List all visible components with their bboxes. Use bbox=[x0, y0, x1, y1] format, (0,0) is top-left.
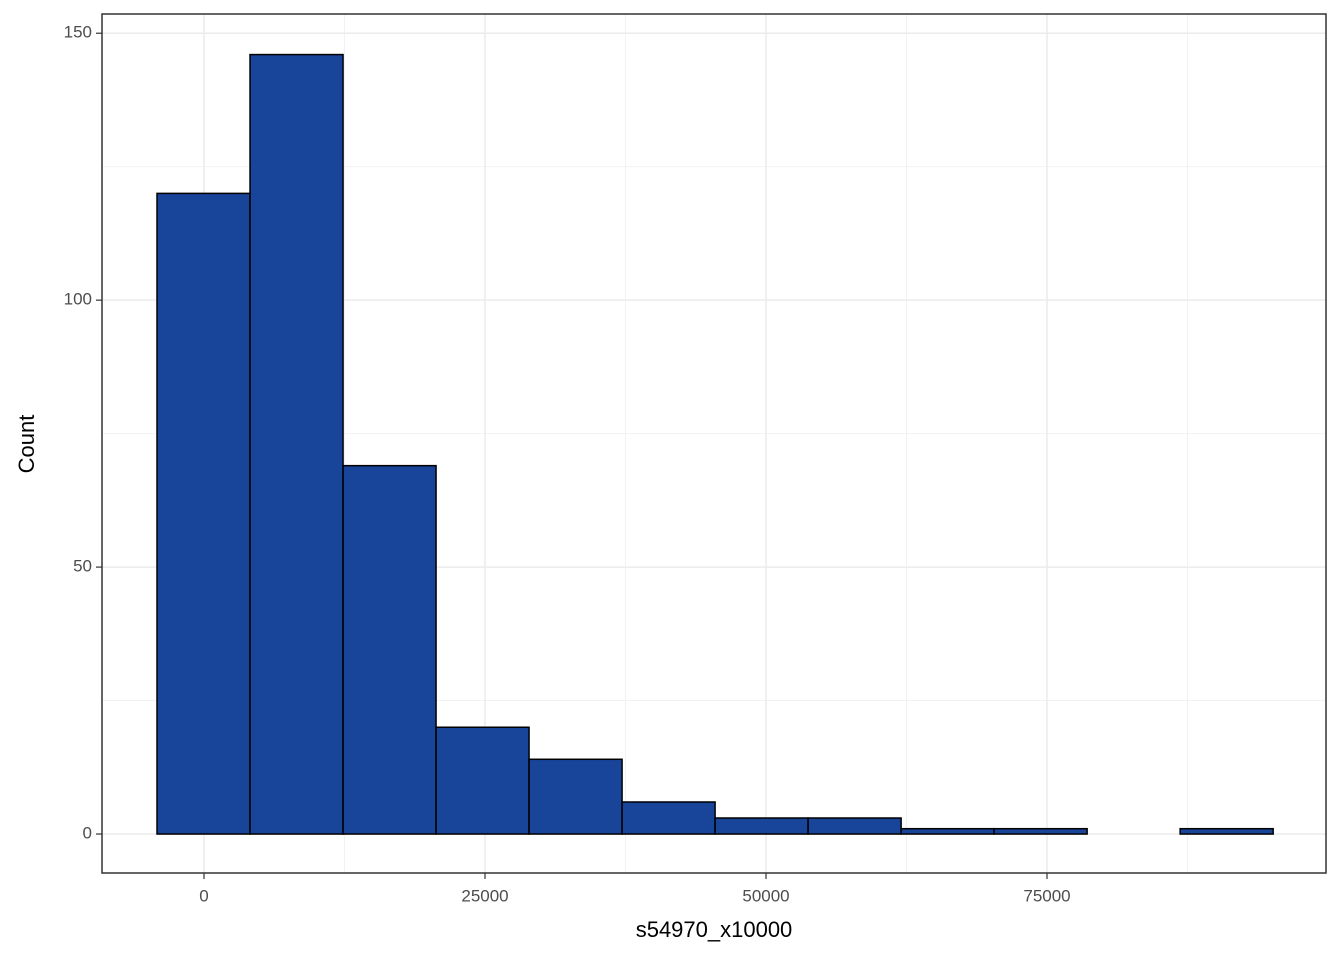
bar bbox=[714, 817, 809, 835]
bar bbox=[621, 801, 716, 835]
bar bbox=[1179, 827, 1274, 835]
x-axis-title: s54970_x10000 bbox=[636, 917, 793, 942]
x-tick-label: 50000 bbox=[742, 886, 789, 905]
x-tick-label: 0 bbox=[199, 886, 208, 905]
y-tick-label: 100 bbox=[64, 290, 92, 309]
bar bbox=[993, 827, 1088, 835]
x-tick-label: 75000 bbox=[1023, 886, 1070, 905]
panel-border bbox=[101, 13, 1327, 874]
bar bbox=[900, 827, 995, 835]
bar bbox=[249, 53, 344, 835]
bar bbox=[528, 758, 623, 835]
y-axis-title: Count bbox=[14, 415, 39, 474]
bar bbox=[435, 726, 530, 835]
bar bbox=[342, 464, 437, 835]
y-tick-label: 0 bbox=[83, 824, 92, 843]
x-tick-label: 25000 bbox=[461, 886, 508, 905]
y-tick-label: 50 bbox=[73, 557, 92, 576]
bar bbox=[807, 817, 902, 835]
y-tick-label: 150 bbox=[64, 23, 92, 42]
bar bbox=[156, 192, 251, 835]
